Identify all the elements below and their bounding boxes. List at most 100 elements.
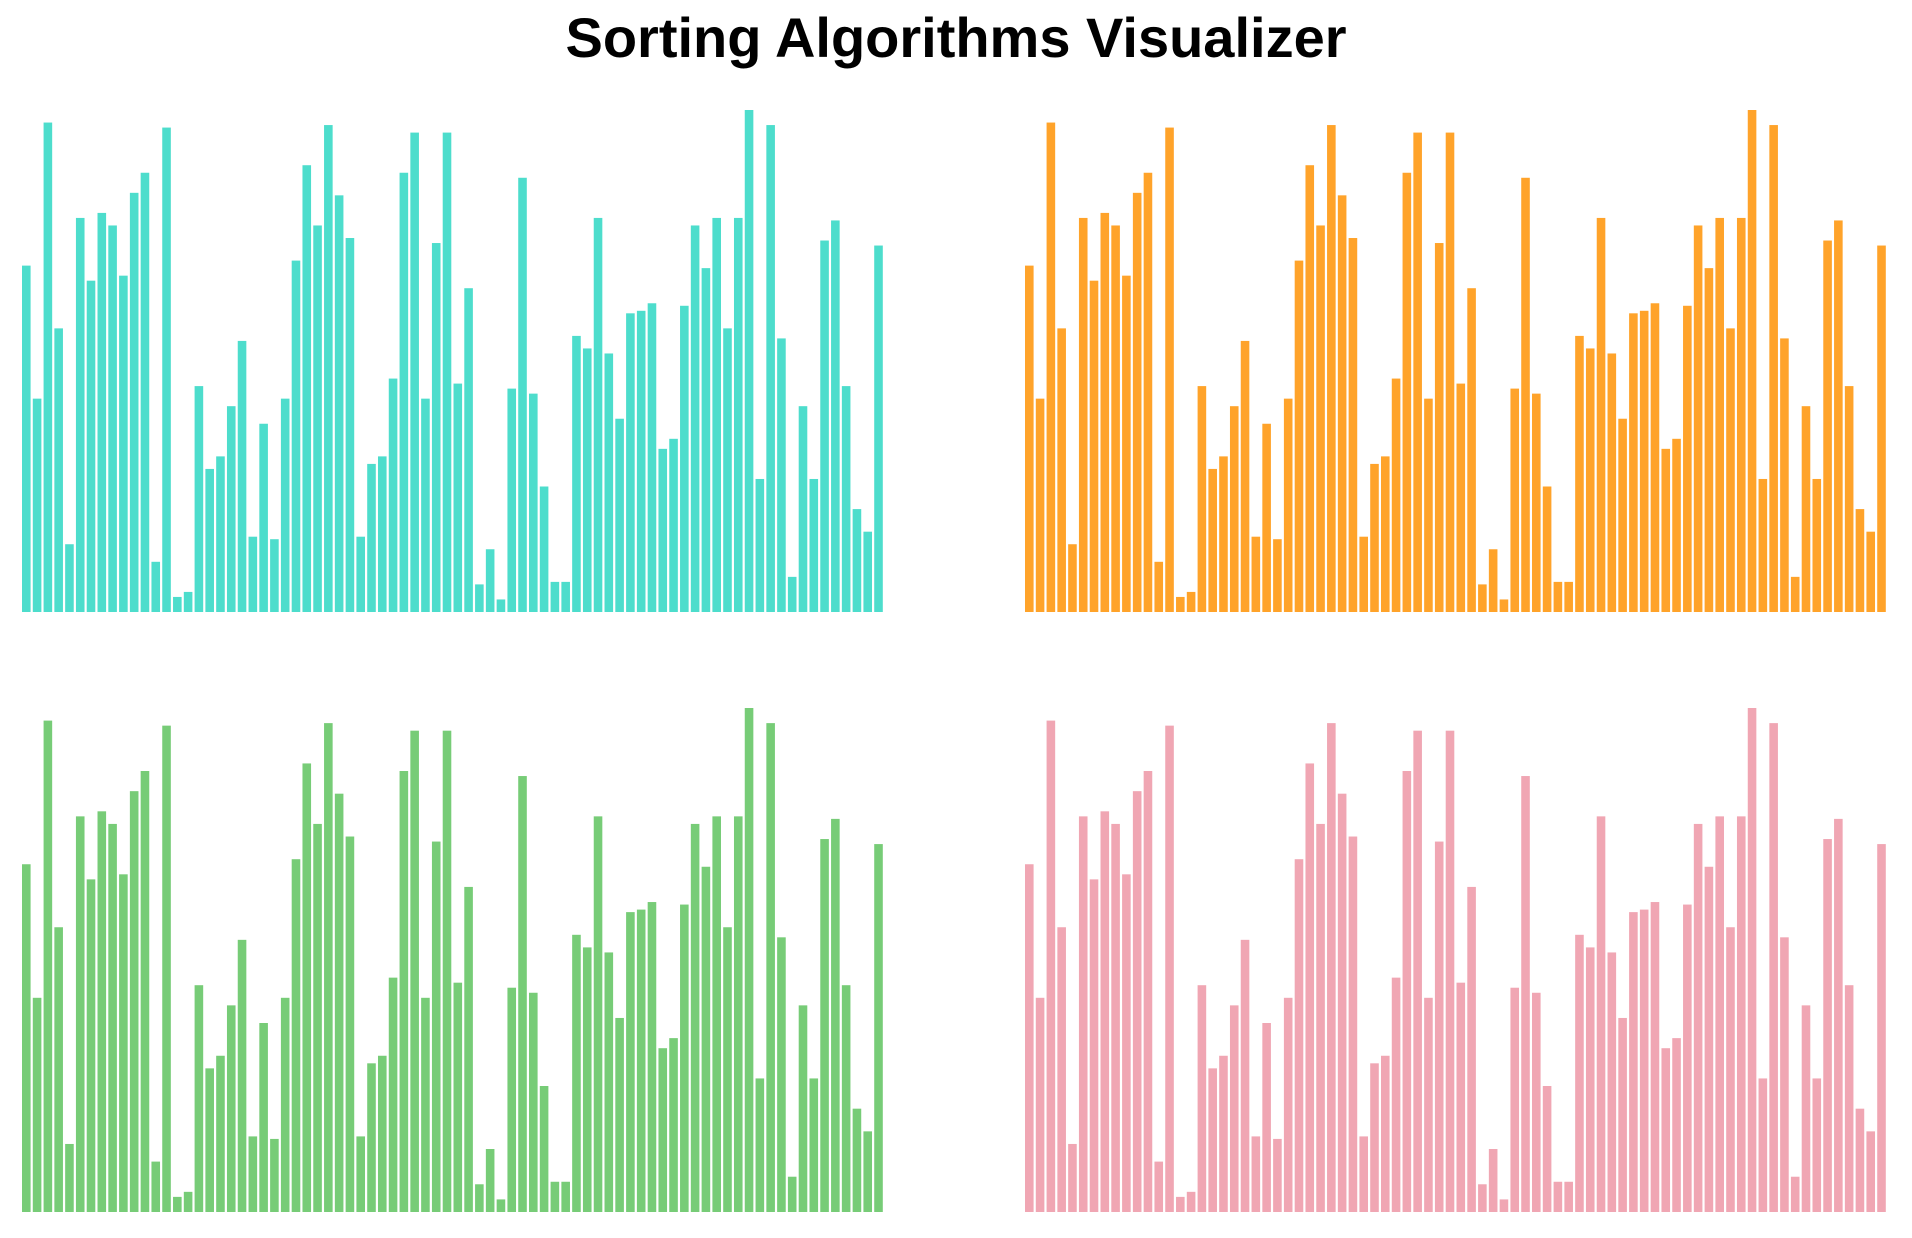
bar <box>345 238 355 612</box>
bar <box>1769 723 1778 1212</box>
bar <box>248 1136 258 1212</box>
bar <box>173 1196 182 1212</box>
bar <box>755 478 765 612</box>
bar <box>194 386 204 612</box>
bar <box>777 937 786 1212</box>
bar <box>1607 952 1617 1212</box>
chart-panel-3 <box>22 708 883 1212</box>
bar <box>399 172 409 612</box>
bar <box>1780 338 1789 612</box>
bar <box>1855 509 1865 612</box>
bar <box>1294 260 1304 612</box>
page-title: Sorting Algorithms Visualizer <box>565 6 1347 69</box>
bar <box>464 288 473 612</box>
bar <box>1316 823 1325 1212</box>
bar <box>1283 997 1293 1212</box>
bar <box>194 985 204 1212</box>
bar <box>1542 1086 1552 1212</box>
bar <box>550 581 560 612</box>
bar <box>75 816 85 1212</box>
bar <box>1844 386 1854 612</box>
bar <box>1499 1199 1509 1212</box>
bar <box>777 338 786 612</box>
bar <box>744 708 754 1212</box>
bar <box>787 1176 797 1212</box>
bar <box>377 1055 387 1212</box>
bar <box>831 220 840 612</box>
bar <box>1229 406 1239 612</box>
bar <box>431 243 441 612</box>
bar <box>410 730 419 1212</box>
bar <box>712 217 721 612</box>
bar <box>302 763 312 1212</box>
bar <box>1434 841 1444 1212</box>
bar <box>1186 591 1196 612</box>
bar <box>636 310 646 612</box>
bar <box>485 1149 495 1212</box>
bar <box>798 406 808 612</box>
bar <box>744 110 754 612</box>
bar <box>475 584 484 612</box>
bar <box>1283 398 1293 612</box>
bar <box>1122 275 1131 612</box>
bar <box>1585 947 1595 1212</box>
bar <box>1596 217 1606 612</box>
bar <box>291 859 301 1212</box>
bar <box>733 217 743 612</box>
bar <box>690 823 700 1212</box>
bar <box>669 1038 678 1212</box>
bar <box>1327 125 1336 612</box>
bar <box>1445 730 1455 1212</box>
bar <box>529 992 538 1212</box>
bar <box>1132 791 1142 1212</box>
bar <box>507 987 517 1212</box>
bar <box>1801 1005 1811 1212</box>
bar <box>852 1108 862 1212</box>
bar <box>1575 934 1584 1212</box>
bar <box>1100 212 1110 612</box>
bar <box>1866 531 1876 612</box>
bar <box>561 581 570 612</box>
bar <box>183 591 193 612</box>
bar <box>1273 1138 1282 1212</box>
bar <box>1672 1038 1681 1212</box>
bar <box>65 544 74 612</box>
bar <box>1316 225 1325 612</box>
bar <box>1219 456 1228 612</box>
bar <box>1488 1149 1498 1212</box>
bar <box>1790 576 1800 612</box>
bar <box>119 275 128 612</box>
bar <box>1154 1161 1164 1212</box>
bar <box>626 912 635 1212</box>
bar <box>636 909 646 1212</box>
bar <box>658 1048 668 1212</box>
bar <box>1747 110 1757 612</box>
bar <box>1197 985 1207 1212</box>
bar <box>1553 1181 1563 1212</box>
bar <box>1639 909 1649 1212</box>
bar <box>108 823 117 1212</box>
bar <box>431 841 441 1212</box>
bar <box>874 844 883 1212</box>
bar <box>809 1078 819 1212</box>
bar <box>270 539 279 612</box>
bar <box>237 939 247 1212</box>
bar <box>615 418 624 612</box>
bar <box>1273 539 1282 612</box>
bar <box>345 836 355 1212</box>
bar <box>1132 192 1142 612</box>
bar <box>1337 195 1347 612</box>
bar <box>421 398 430 612</box>
bar <box>863 1131 873 1212</box>
bar <box>690 225 700 612</box>
bar <box>1532 992 1541 1212</box>
bar <box>1834 220 1843 612</box>
bar <box>1143 771 1153 1212</box>
bar <box>1089 879 1099 1212</box>
bar <box>1068 544 1077 612</box>
bar <box>507 388 517 612</box>
bar <box>162 725 171 1212</box>
bar <box>216 1055 225 1212</box>
bar <box>496 599 506 612</box>
bar <box>1510 388 1520 612</box>
